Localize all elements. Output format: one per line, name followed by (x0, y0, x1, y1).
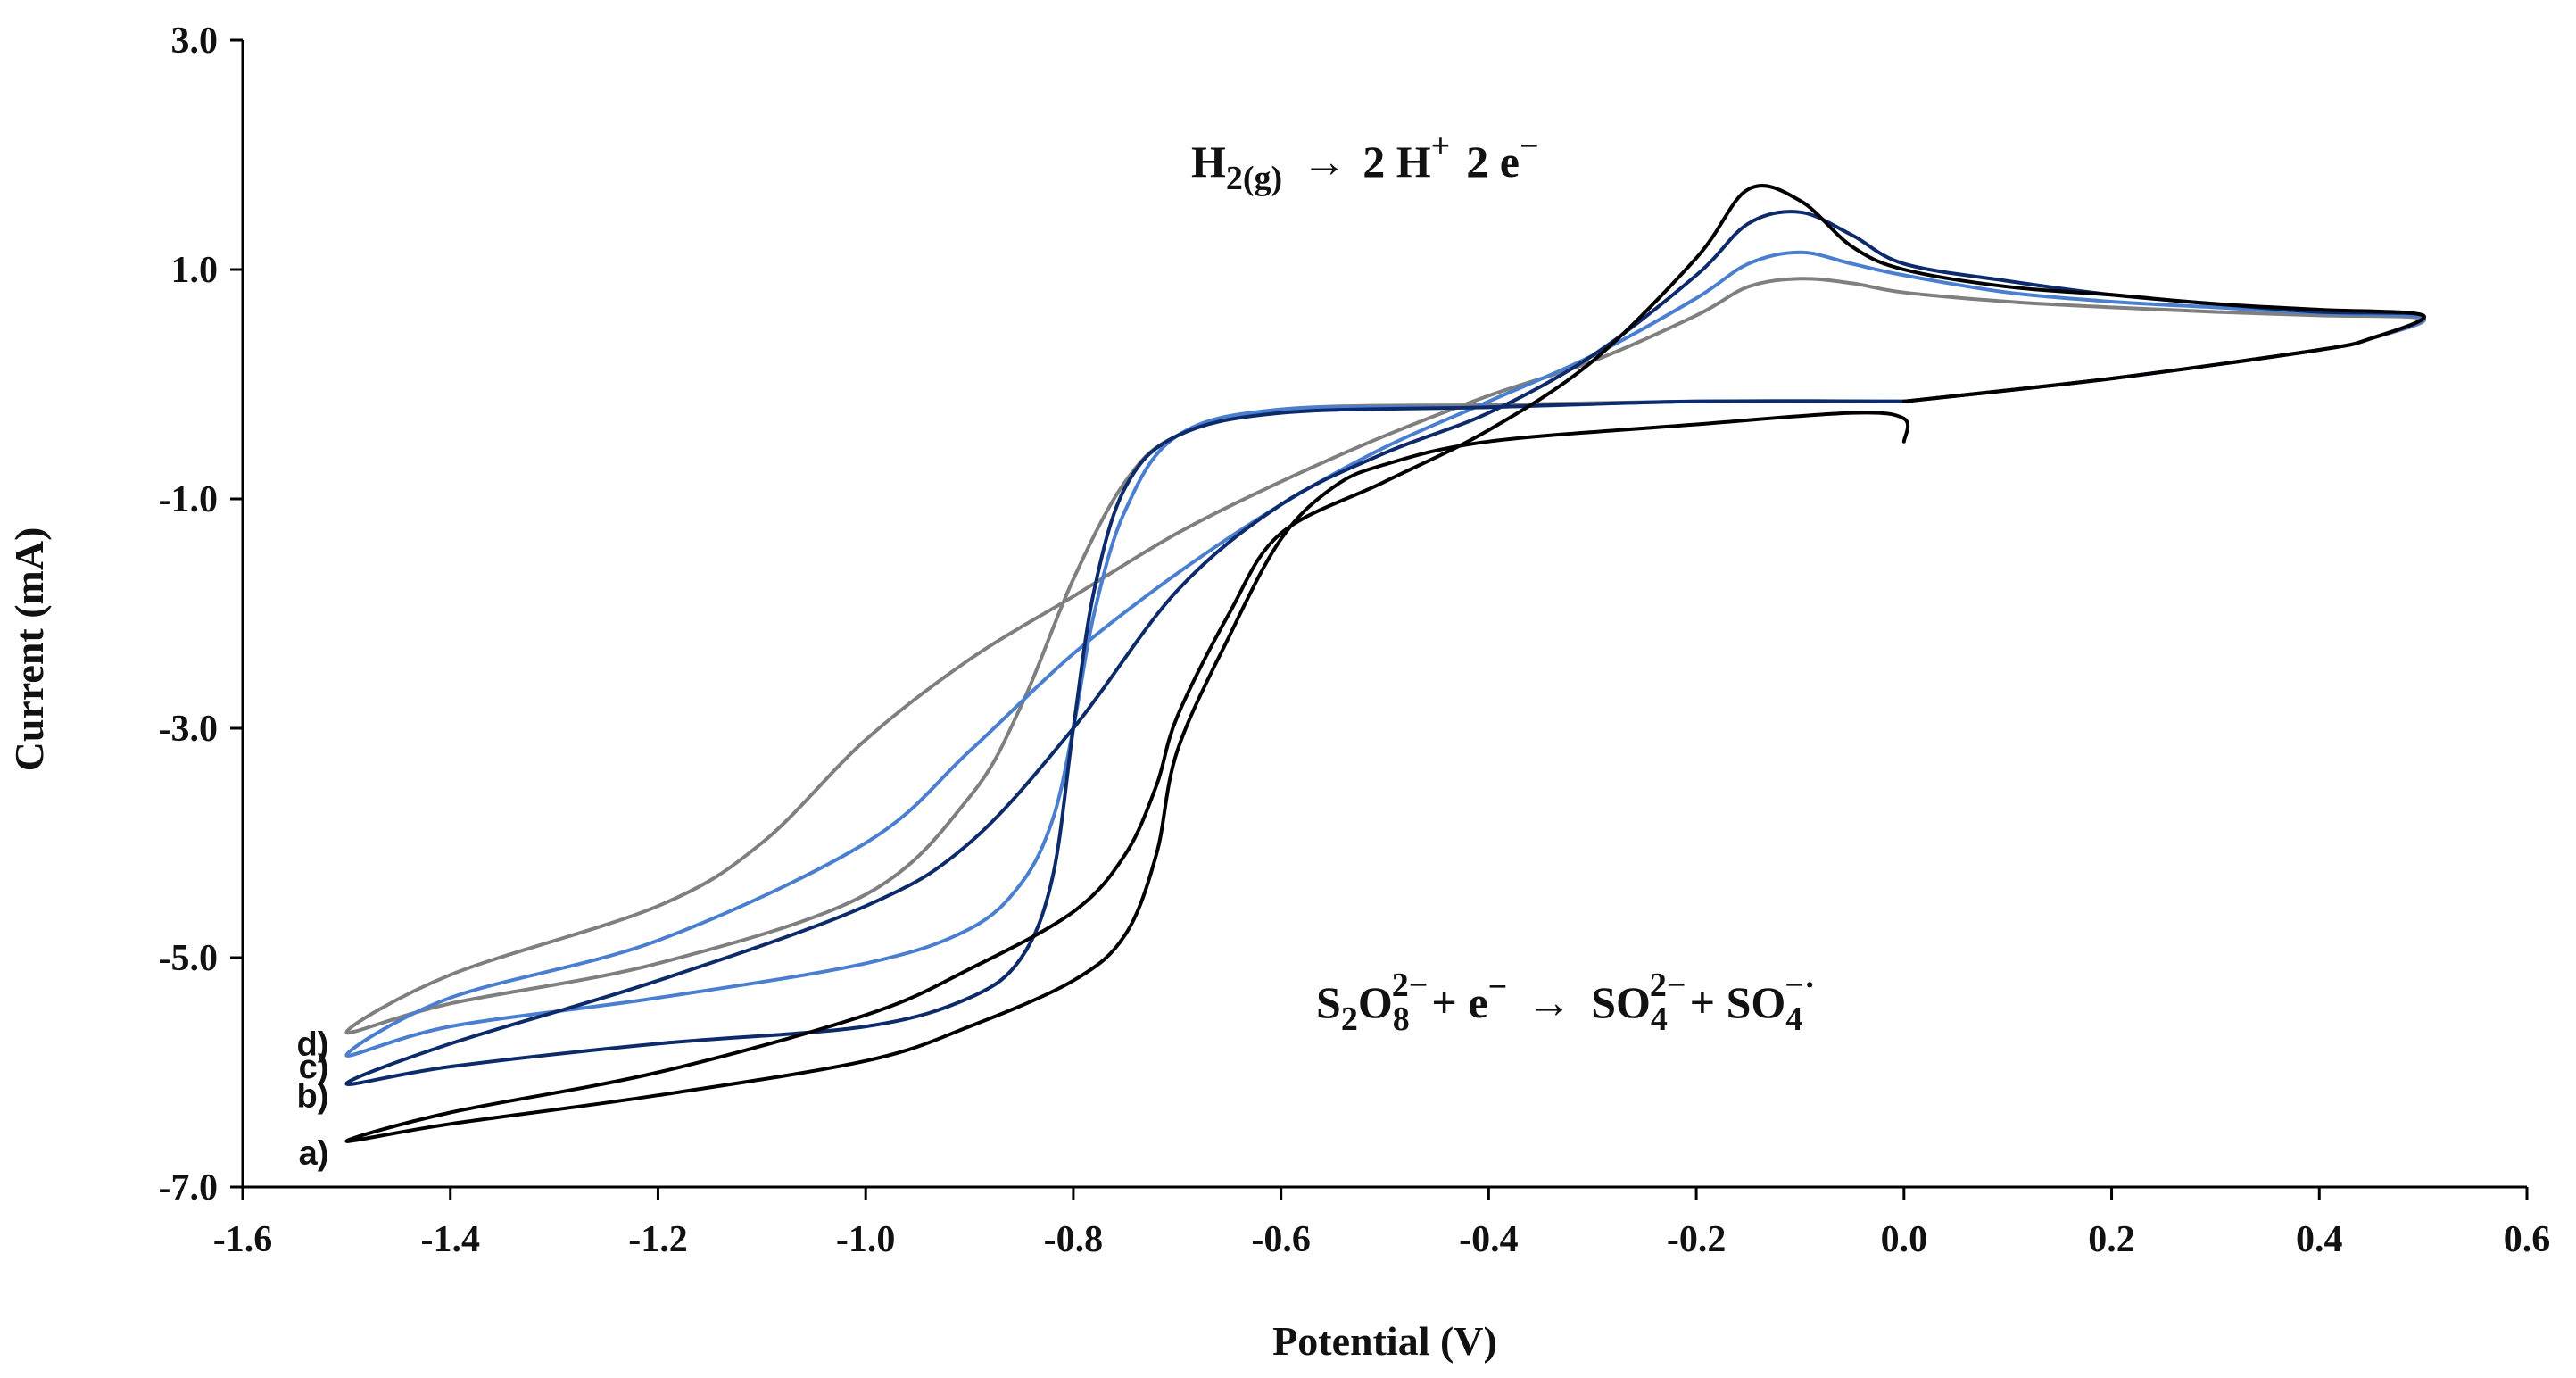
curve-label-b: b) (296, 1077, 328, 1115)
eq1-rhs: 2 H (1363, 137, 1431, 187)
y-tick-label: 3.0 (171, 21, 219, 62)
x-tick-label: -1.0 (836, 1219, 896, 1260)
eq2-p3-sup: − (1488, 968, 1508, 1006)
series-a-curve (344, 184, 2426, 1143)
x-axis-ticks: -1.6 -1.4 -1.2 -1.0 -0.8 -0.6 -0.4 -0.2 0.0 0.2 0.… (213, 1187, 2551, 1260)
x-tick-label: 0.2 (2088, 1219, 2135, 1260)
curve-labels: a) b)c)d) (296, 1026, 328, 1173)
x-tick-label: -1.4 (420, 1219, 480, 1260)
eq2-p2-sup: 2− (1392, 967, 1429, 1004)
eq1-lhs-sub: 2(g) (1226, 160, 1282, 197)
x-tick-label: -0.6 (1251, 1219, 1311, 1260)
eq1-rhs-sup: + (1431, 128, 1451, 165)
series-c-curve (344, 250, 2426, 1058)
x-tick-label: 0.0 (1881, 1219, 1928, 1260)
eq2-p1: S (1316, 977, 1341, 1027)
series-layer (344, 184, 2426, 1143)
y-tick-label: 1.0 (171, 250, 219, 291)
axes: -1.6 -1.4 -1.2 -1.0 -0.8 -0.6 -0.4 -0.2 0.0 0.2 0.… (159, 21, 2551, 1260)
curve-label-d: d) (296, 1026, 328, 1064)
eq1-lhs: H (1191, 137, 1226, 187)
eq2-p4: SO (1591, 977, 1651, 1027)
eq2-p5-sub: 4 (1785, 1000, 1802, 1038)
eq2-p3: + e (1431, 977, 1487, 1027)
curve-label-c: c) (299, 1049, 329, 1086)
x-tick-label: 0.4 (2296, 1219, 2343, 1260)
y-tick-label: -5.0 (159, 938, 219, 979)
eq2-p4-sup: 2− (1650, 967, 1686, 1004)
x-tick-label: -0.2 (1667, 1219, 1727, 1260)
x-axis-title: Potential (V) (1272, 1318, 1497, 1364)
series-d-curve (344, 277, 2426, 1035)
x-tick-label: -0.4 (1459, 1219, 1519, 1260)
eq2-p1-sub: 2 (1341, 1000, 1358, 1038)
eq2-p5-sup: −· (1785, 967, 1815, 1004)
eq2-p5: + SO (1690, 977, 1786, 1027)
eq2-arrow: → (1527, 977, 1571, 1027)
x-tick-label: -1.2 (628, 1219, 688, 1260)
eq1-rest-sup: − (1520, 128, 1539, 165)
oxidation-equation: H2(g) → 2 H+ 2 e− (1191, 128, 1539, 197)
y-tick-label: -1.0 (159, 479, 219, 520)
curve-label-a: a) (299, 1135, 329, 1173)
y-tick-label: -7.0 (159, 1167, 219, 1208)
reduction-equation: S2O82−+ e− → SO42−+ SO4−· (1316, 967, 1816, 1038)
eq2-p2-sub: 8 (1393, 1000, 1410, 1038)
y-axis-title: Current (mA) (6, 527, 52, 772)
eq1-arrow: → (1302, 137, 1346, 187)
y-axis-ticks: 3.0 1.0 -1.0 -3.0 -5.0 -7.0 (159, 21, 243, 1208)
y-tick-label: -3.0 (159, 709, 219, 750)
eq1-rest: 2 e (1466, 137, 1520, 187)
x-tick-label: -0.8 (1044, 1219, 1104, 1260)
eq2-p2: O (1358, 977, 1393, 1027)
eq2-p4-sub: 4 (1651, 1000, 1668, 1038)
x-tick-label: 0.6 (2504, 1219, 2551, 1260)
x-tick-label: -1.6 (213, 1219, 273, 1260)
